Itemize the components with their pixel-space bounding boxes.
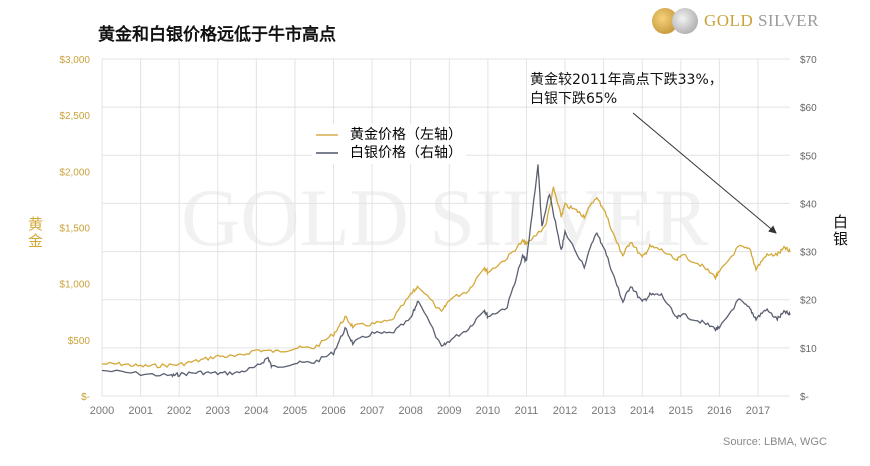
y-tick-right: $20 xyxy=(800,296,817,307)
y-axis-label-right: 白银 xyxy=(833,213,849,248)
y-tick-left: $1,000 xyxy=(59,280,90,291)
source-note: Source: LBMA, WGC xyxy=(723,436,827,448)
x-tick: 2001 xyxy=(128,405,152,417)
y-tick-right: $70 xyxy=(800,55,817,66)
y-tick-right: $40 xyxy=(800,199,817,210)
x-tick: 2004 xyxy=(244,405,268,417)
y-tick-left: $3,000 xyxy=(59,55,90,66)
x-tick: 2006 xyxy=(321,405,345,417)
x-tick: 2005 xyxy=(283,405,307,417)
silver-coin-icon xyxy=(672,8,698,34)
y-tick-left: $- xyxy=(81,392,90,403)
x-tick: 2000 xyxy=(90,405,114,417)
gold-price-line xyxy=(101,186,791,369)
y-tick-left: $2,000 xyxy=(59,167,90,178)
legend: 黄金价格（左轴） 白银价格（右轴） xyxy=(312,124,466,164)
x-tick: 2016 xyxy=(707,405,731,417)
x-tick: 2013 xyxy=(591,405,615,417)
x-tick: 2017 xyxy=(746,405,770,417)
x-tick: 2002 xyxy=(167,405,191,417)
x-tick: 2012 xyxy=(553,405,577,417)
y-axis-label-left: 黄金 xyxy=(28,215,44,250)
x-tick: 2011 xyxy=(515,405,539,417)
logo-text: GOLD SILVER xyxy=(704,11,819,30)
x-tick: 2014 xyxy=(630,405,654,417)
watermark: GOLD SILVER xyxy=(181,172,709,263)
y-tick-right: $50 xyxy=(800,151,817,162)
annotation: 黄金较2011年高点下跌33%， 白银下跌65% xyxy=(530,72,723,107)
x-tick: 2008 xyxy=(398,405,422,417)
x-tick: 2015 xyxy=(669,405,693,417)
x-tick: 2009 xyxy=(437,405,461,417)
x-tick: 2010 xyxy=(476,405,500,417)
legend-item-silver: 白银价格（右轴） xyxy=(316,144,462,162)
x-tick: 2003 xyxy=(206,405,230,417)
y-tick-right: $- xyxy=(800,392,809,403)
annotation-arrow xyxy=(632,112,777,234)
y-tick-right: $60 xyxy=(800,103,817,114)
goldsilver-logo: GOLD SILVER xyxy=(652,8,819,34)
chart-title: 黄金和白银价格远低于牛市高点 xyxy=(98,25,336,45)
x-tick: 2007 xyxy=(360,405,384,417)
legend-item-gold: 黄金价格（左轴） xyxy=(316,126,462,144)
y-tick-right: $10 xyxy=(800,344,817,355)
y-tick-right: $30 xyxy=(800,248,817,259)
y-tick-left: $2,500 xyxy=(59,111,90,122)
y-tick-left: $1,500 xyxy=(59,224,90,235)
y-tick-left: $500 xyxy=(68,336,91,347)
silver-price-line xyxy=(101,164,791,378)
